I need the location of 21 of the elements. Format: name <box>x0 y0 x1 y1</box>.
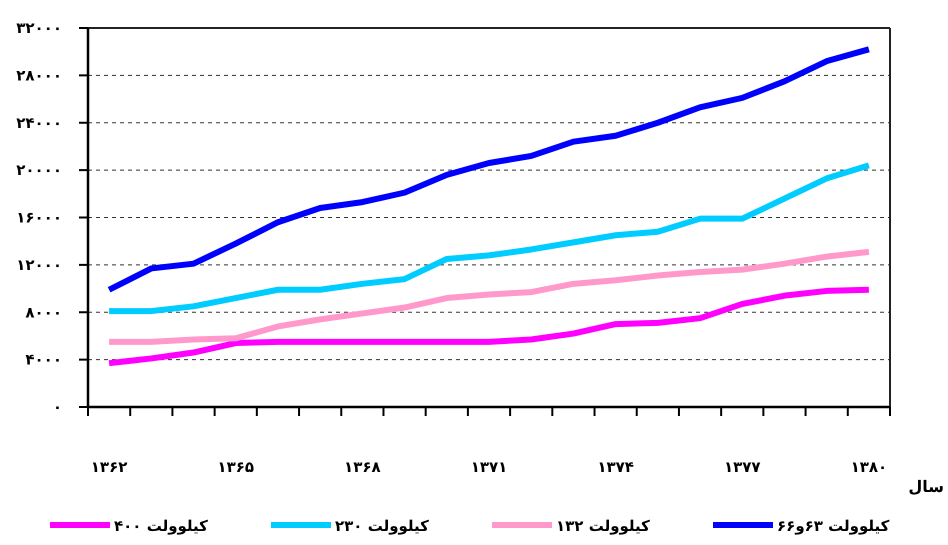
x-tick-label: ۱۳۶۸ <box>344 458 381 476</box>
y-tick-label: ۲۸۰۰۰ <box>16 66 62 84</box>
x-axis-title: سال <box>908 477 944 496</box>
x-tick-label: ۱۳۶۵ <box>217 458 254 476</box>
x-tick-label: ۱۳۷۷ <box>724 458 761 476</box>
y-tick-label: ۴۰۰۰ <box>25 350 62 369</box>
y-tick-label: ۲۴۰۰۰ <box>16 114 62 132</box>
x-tick-label: ۱۳۷۱ <box>470 458 508 476</box>
y-tick-label: ۳۲۰۰۰ <box>16 19 62 37</box>
legend-label: کیلوولت ۲۳۰ <box>335 517 430 535</box>
y-tick-label: ۰ <box>52 398 62 416</box>
legend-label: کیلوولت ۱۳۲ <box>556 517 650 535</box>
legend-label: کیلوولت ۴۰۰ <box>114 517 208 535</box>
legend-label: کیلوولت ۶۳و۶۶ <box>777 517 890 535</box>
x-tick-label: ۱۳۶۲ <box>90 458 128 476</box>
x-tick-label: ۱۳۸۰ <box>850 458 888 476</box>
y-tick-label: ۸۰۰۰ <box>25 303 62 322</box>
y-tick-label: ۱۶۰۰۰ <box>16 208 62 226</box>
y-tick-label: ۱۲۰۰۰ <box>16 256 62 274</box>
x-tick-label: ۱۳۷۴ <box>597 458 634 476</box>
y-tick-label: ۲۰۰۰۰ <box>16 161 62 180</box>
